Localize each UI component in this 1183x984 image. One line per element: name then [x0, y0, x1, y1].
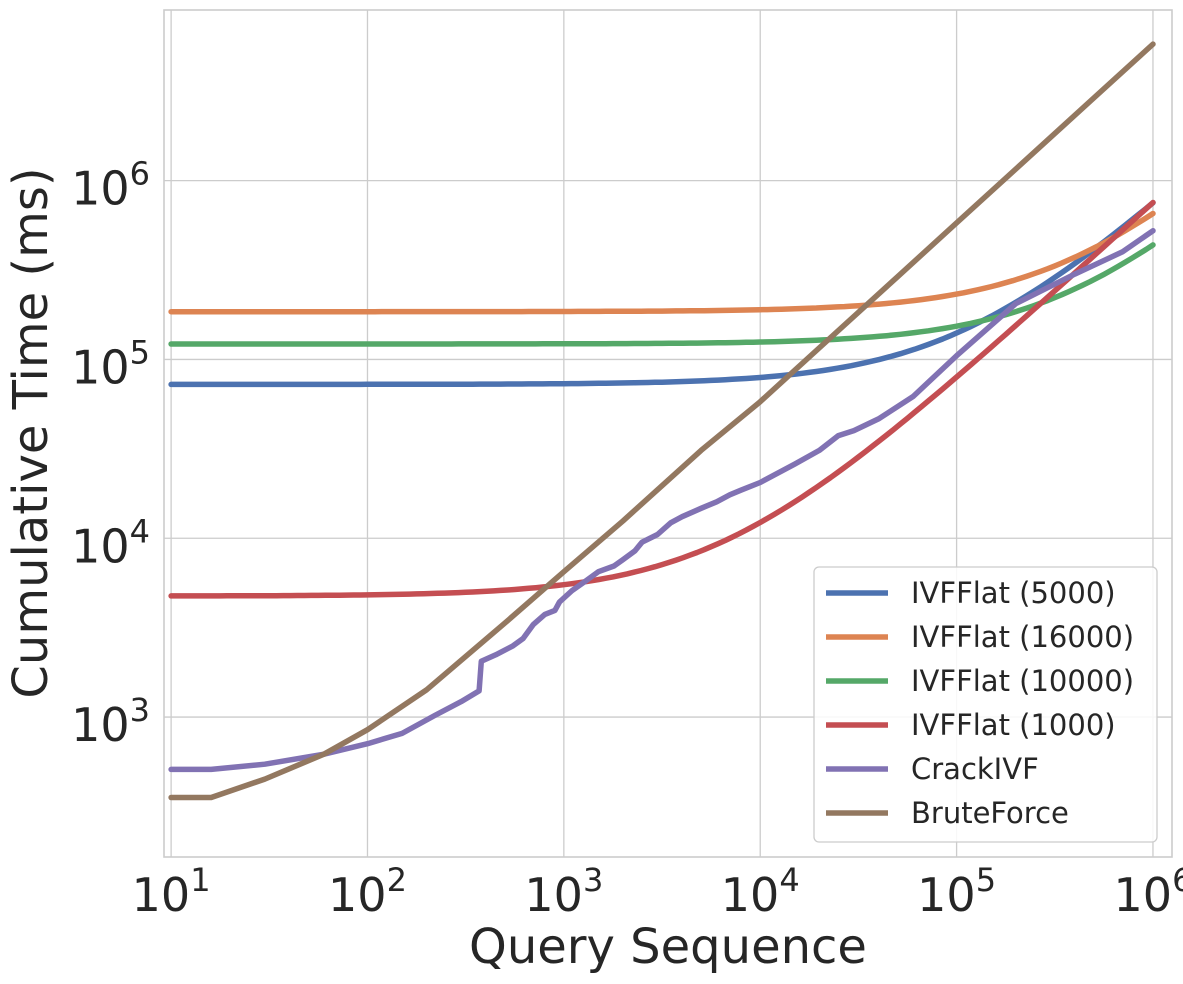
y-tick-base: 10: [71, 698, 130, 752]
legend-label-ivfflat-10000: IVFFlat (10000): [911, 664, 1134, 698]
x-tick-exponent: 2: [387, 861, 407, 899]
x-tick-label-6: 106: [1114, 861, 1183, 922]
x-tick-label-1: 101: [132, 861, 211, 922]
legend-label-ivfflat-16000: IVFFlat (16000): [911, 620, 1134, 654]
x-tick-labels: 101 102 103 104 105 106: [132, 861, 1183, 922]
y-tick-label-5: 105: [71, 333, 150, 394]
y-tick-exponent: 4: [130, 512, 150, 550]
y-tick-base: 10: [71, 519, 130, 573]
y-tick-base: 10: [71, 340, 130, 394]
x-tick-exponent: 1: [190, 861, 210, 899]
series-line-crackivf: [168, 227, 1156, 773]
x-tick-base: 10: [1114, 868, 1173, 922]
legend-frame: [813, 566, 1158, 843]
y-tick-exponent: 3: [130, 691, 150, 729]
series-line-bruteforce: [168, 41, 1156, 801]
plot-frame: [163, 9, 1173, 858]
y-tick-exponent: 5: [130, 333, 150, 371]
legend: IVFFlat (5000) IVFFlat (16000) IVFFlat (10…: [813, 566, 1158, 843]
x-tick-label-2: 102: [328, 861, 407, 922]
legend-label-ivfflat-1000: IVFFlat (1000): [911, 708, 1116, 742]
x-tick-base: 10: [917, 868, 976, 922]
series-line-ivfflat-1000: [168, 199, 1156, 599]
x-tick-base: 10: [721, 868, 780, 922]
series-lines: [168, 41, 1156, 801]
legend-label-crackivf: CrackIVF: [911, 752, 1039, 786]
series-line-ivfflat-10000: [168, 242, 1156, 347]
y-tick-exponent: 6: [130, 155, 150, 193]
x-tick-exponent: 4: [779, 861, 799, 899]
x-tick-base: 10: [328, 868, 387, 922]
x-tick-exponent: 6: [1172, 861, 1183, 899]
x-tick-label-5: 105: [917, 861, 996, 922]
series-line-ivfflat-16000: [168, 210, 1156, 315]
y-tick-base: 10: [71, 162, 130, 216]
y-axis-label: Cumulative Time (ms): [3, 167, 59, 698]
y-tick-label-4: 104: [71, 512, 150, 573]
y-tick-label-6: 106: [71, 155, 150, 216]
legend-label-ivfflat-5000: IVFFlat (5000): [911, 576, 1116, 610]
x-tick-label-3: 103: [524, 861, 603, 922]
y-tick-label-3: 103: [71, 691, 150, 752]
x-tick-exponent: 3: [583, 861, 603, 899]
x-tick-label-4: 104: [721, 861, 800, 922]
x-tick-base: 10: [132, 868, 191, 922]
legend-label-bruteforce: BruteForce: [911, 796, 1069, 830]
x-tick-exponent: 5: [976, 861, 996, 899]
x-axis-label: Query Sequence: [469, 919, 867, 975]
x-tick-base: 10: [524, 868, 583, 922]
